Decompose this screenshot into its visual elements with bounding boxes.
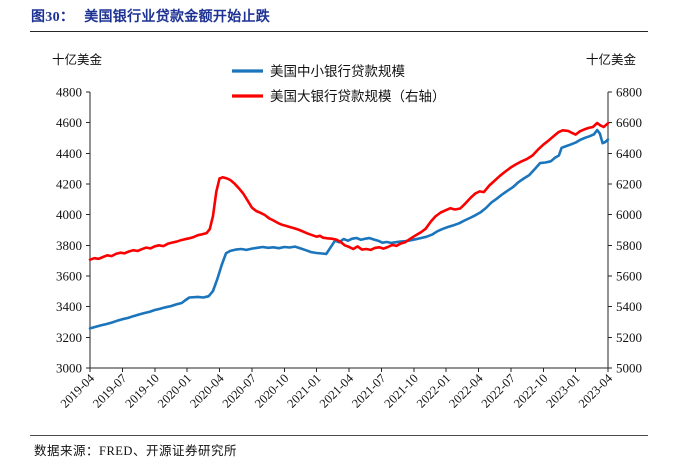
x-axis-tick-label: 2021-04 <box>317 371 357 411</box>
right-axis-tick-label: 6600 <box>616 115 642 130</box>
x-axis-tick-label: 2021-07 <box>349 371 388 410</box>
x-axis-tick-label: 2021-10 <box>382 371 421 410</box>
right-axis-tick-label: 5800 <box>616 238 642 253</box>
left-axis-tick-label: 3800 <box>56 238 82 253</box>
series-line-large-banks <box>88 121 610 262</box>
right-axis-tick-label: 6400 <box>616 146 642 161</box>
right-axis-tick-label: 6200 <box>616 177 642 192</box>
x-axis-tick-label: 2023-04 <box>576 371 616 411</box>
right-axis-tick-label: 5200 <box>616 330 642 345</box>
left-axis-tick-label: 4000 <box>56 207 82 222</box>
x-axis-tick-label: 2020-01 <box>155 371 194 410</box>
right-axis-unit-label: 十亿美金 <box>586 52 637 67</box>
x-axis-tick-label: 2019-07 <box>90 371 129 410</box>
left-axis-tick-label: 4800 <box>56 85 82 100</box>
axis-frame <box>89 92 609 369</box>
right-axis-tick-label: 5600 <box>616 269 642 284</box>
right-axis-tick-label: 6800 <box>616 85 642 100</box>
figure-title: 图30： 美国银行业贷款金额开始止跌 <box>31 6 270 28</box>
x-axis-tick-label: 2022-04 <box>446 371 486 411</box>
x-axis-tick-label: 2022-01 <box>414 371 453 410</box>
right-axis-tick-label: 6000 <box>616 207 642 222</box>
left-axis-tick-label: 3200 <box>56 330 82 345</box>
left-axis-tick-label: 3000 <box>56 361 82 376</box>
data-source-note: 数据来源：FRED、开源证券研究所 <box>34 444 237 458</box>
x-axis-tick-label: 2022-07 <box>479 371 518 410</box>
left-axis-tick-label: 4600 <box>56 115 82 130</box>
right-axis-tick-label: 5000 <box>616 361 642 376</box>
figure-title-text: 美国银行业贷款金额开始止跌 <box>84 10 271 25</box>
x-axis-tick-label: 2019-04 <box>58 371 98 411</box>
left-axis-tick-label: 4400 <box>56 146 82 161</box>
x-axis-tick-label: 2020-04 <box>187 371 227 411</box>
series-line-small-mid-banks <box>88 128 610 330</box>
x-axis-tick-label: 2020-07 <box>220 371 259 410</box>
footer-rule <box>30 435 648 436</box>
left-axis-unit-label: 十亿美金 <box>52 52 103 67</box>
legend-label: 美国大银行贷款规模（右轴） <box>270 89 446 104</box>
x-axis-tick-label: 2019-10 <box>123 371 162 410</box>
x-axis-tick-label: 2021-01 <box>284 371 323 410</box>
left-axis-tick-label: 3400 <box>56 299 82 314</box>
x-axis-tick-label: 2020-10 <box>252 371 291 410</box>
left-axis-tick-label: 3600 <box>56 269 82 284</box>
x-axis-tick-label: 2023-01 <box>543 371 582 410</box>
title-rule <box>30 31 648 32</box>
legend-label: 美国中小银行贷款规模 <box>270 64 405 79</box>
left-axis-tick-label: 4200 <box>56 177 82 192</box>
x-axis-tick-label: 2022-10 <box>511 371 550 410</box>
figure-number: 图30： <box>31 10 75 25</box>
right-axis-tick-label: 5400 <box>616 299 642 314</box>
